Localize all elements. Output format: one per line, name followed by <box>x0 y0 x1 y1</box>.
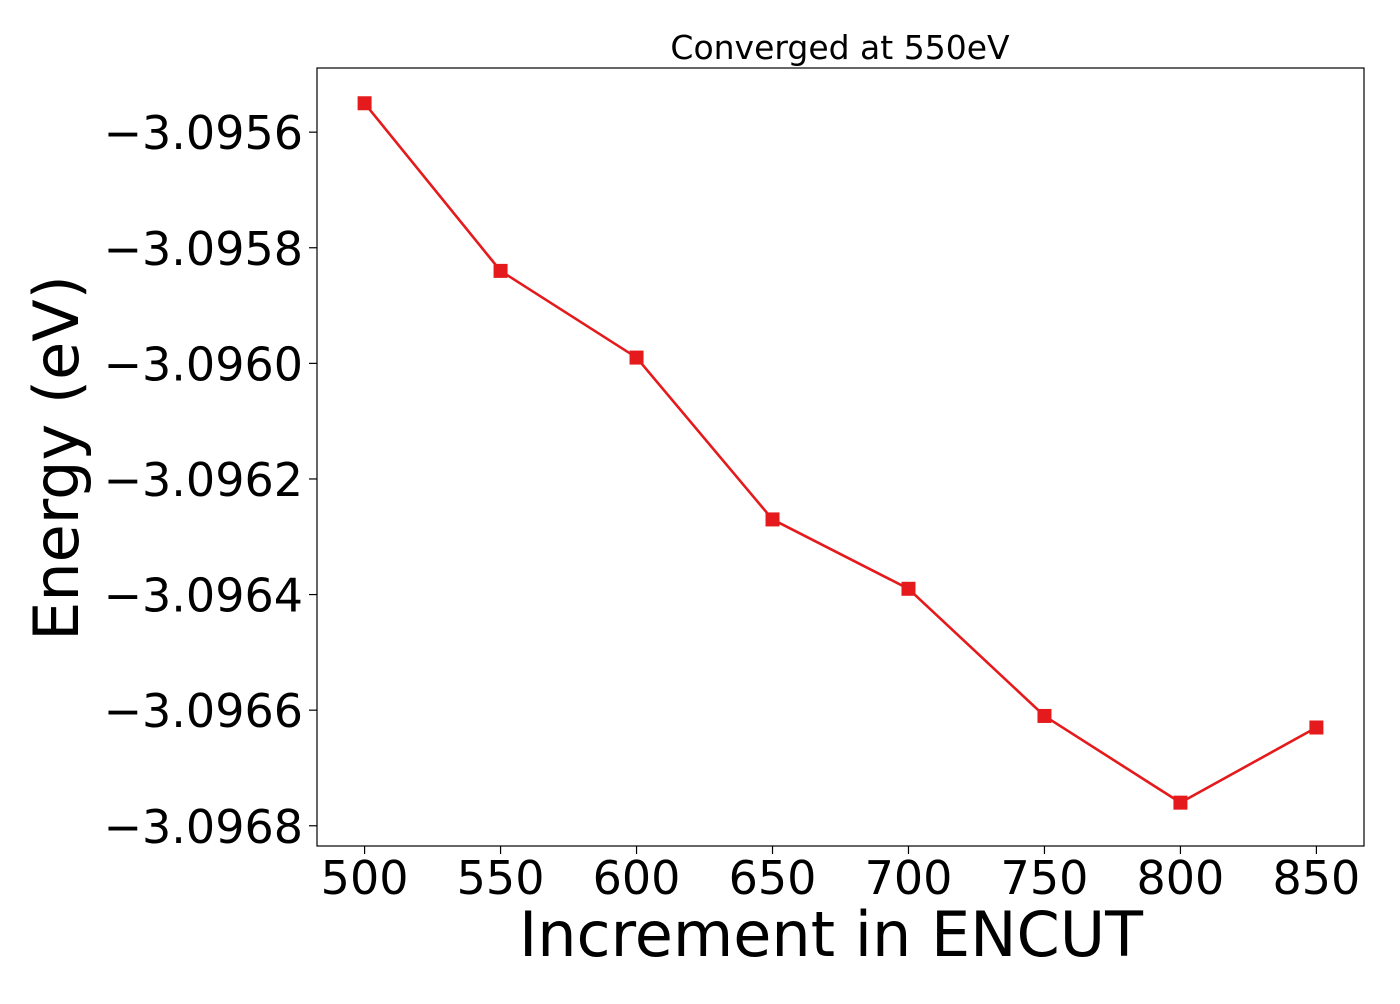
x-tick-label: 500 <box>321 851 409 905</box>
series-layer <box>357 96 1324 810</box>
y-tick-label: −3.0958 <box>104 222 304 276</box>
data-point-marker <box>629 350 644 365</box>
y-tick-label: −3.0960 <box>104 337 304 391</box>
y-axis-title: Energy (eV) <box>20 275 93 641</box>
x-tick-label: 700 <box>865 851 953 905</box>
y-tick-label: −3.0964 <box>104 569 304 623</box>
data-point-marker <box>1037 708 1052 723</box>
data-point-marker <box>1173 795 1188 810</box>
data-point-marker <box>901 581 916 596</box>
x-axis-title: Increment in ENCUT <box>519 898 1144 971</box>
x-tick-label: 600 <box>593 851 681 905</box>
x-axis-ticks: 500 550 600 650 700 750 800 850 <box>321 846 1361 905</box>
y-tick-label: −3.0956 <box>104 106 304 160</box>
y-tick-label: −3.0968 <box>104 800 304 854</box>
chart-title: Converged at 550eV <box>670 28 1010 67</box>
series-line <box>363 102 1318 804</box>
x-tick-label: 800 <box>1137 851 1225 905</box>
y-axis-ticks: −3.0956 −3.0958 −3.0960 −3.0962 −3.0964 −3.09… <box>104 106 317 854</box>
data-point-marker <box>765 512 780 527</box>
y-tick-label: −3.0962 <box>104 453 304 507</box>
x-tick-label: 850 <box>1273 851 1361 905</box>
plot-area-frame <box>316 67 1365 847</box>
data-point-marker <box>493 263 508 278</box>
x-tick-label: 550 <box>457 851 545 905</box>
y-tick-label: −3.0966 <box>104 684 304 738</box>
data-point-marker <box>1309 720 1324 735</box>
x-tick-label: 750 <box>1001 851 1089 905</box>
x-tick-label: 650 <box>729 851 817 905</box>
data-point-marker <box>357 96 372 111</box>
